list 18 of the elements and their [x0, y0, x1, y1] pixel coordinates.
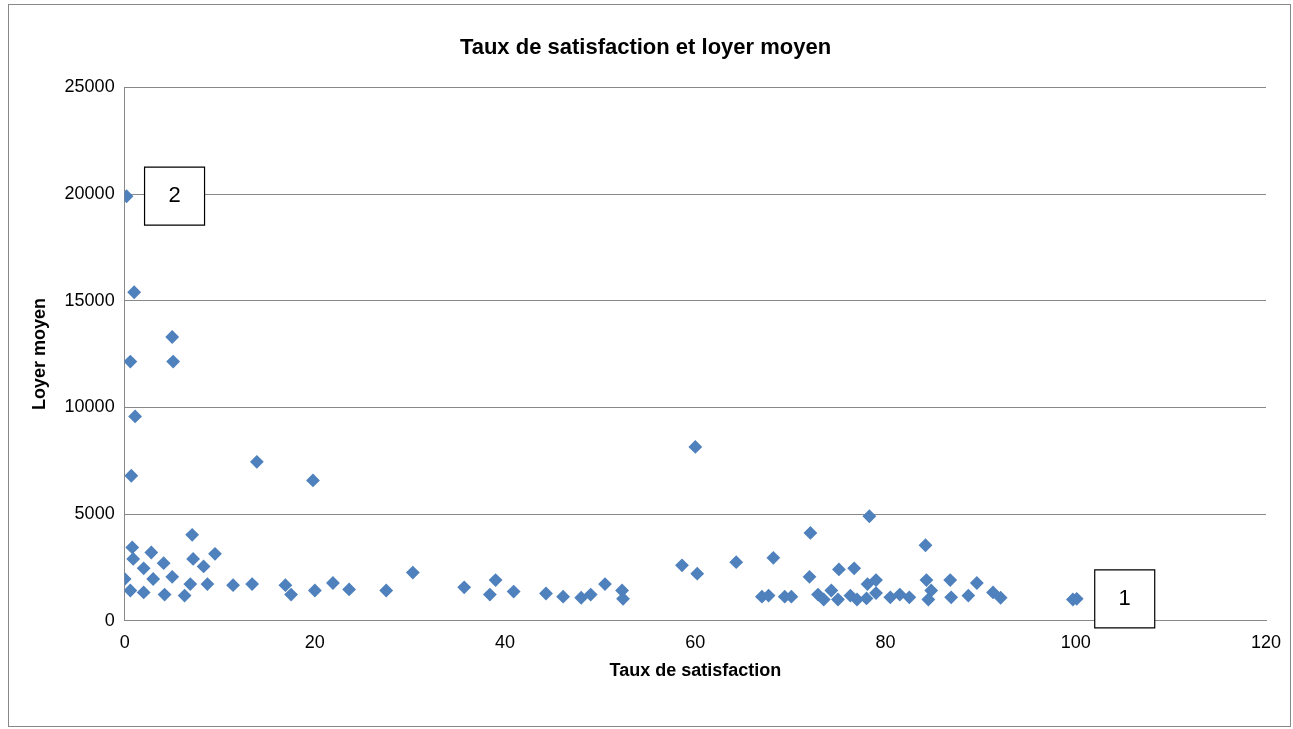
- y-tick-label: 5000: [74, 503, 115, 524]
- x-tick-label: 0: [119, 631, 130, 652]
- y-tick-label: 0: [104, 609, 115, 630]
- y-tick-label: 15000: [64, 289, 115, 310]
- x-axis-title: Taux de satisfaction: [609, 660, 782, 681]
- chart-title: Taux de satisfaction et loyer moyen: [459, 34, 832, 60]
- y-tick-label: 10000: [64, 396, 115, 417]
- annotation: 1: [1118, 584, 1131, 610]
- annotation: 2: [168, 182, 181, 208]
- y-tick-label: 20000: [64, 183, 115, 204]
- x-tick-label: 20: [304, 631, 325, 652]
- y-axis-title: Loyer moyen: [28, 298, 49, 411]
- x-tick-label: 80: [875, 631, 896, 652]
- x-tick-label: 100: [1060, 631, 1091, 652]
- x-tick-label: 120: [1250, 631, 1282, 652]
- x-tick-label: 60: [685, 631, 706, 652]
- y-tick-label: 25000: [64, 76, 115, 97]
- x-tick-label: 40: [495, 631, 516, 652]
